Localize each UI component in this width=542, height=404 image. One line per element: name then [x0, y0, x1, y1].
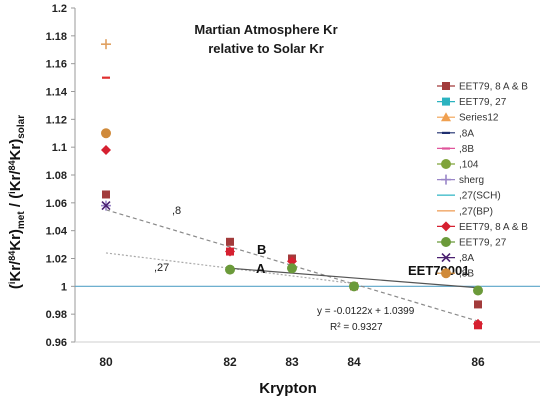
annotation-eet79001: EET79001 [408, 263, 469, 278]
y-tick-label: 1.16 [46, 59, 67, 71]
legend-marker [442, 147, 450, 150]
y-tick-label: 1.1 [52, 142, 67, 154]
legend-marker [441, 112, 451, 122]
legend-item: EET79, 8 A & B [437, 82, 528, 93]
y-tick-label: 1.14 [46, 87, 68, 99]
legend-item: ,104 [437, 159, 479, 171]
x-tick-label: 84 [347, 355, 361, 369]
x-tick-label: 86 [471, 355, 485, 369]
legend-item: sherg [437, 174, 484, 186]
legend-marker [442, 131, 450, 134]
data-point [349, 281, 359, 292]
legend-item: EET79, 8 A & B [437, 221, 528, 233]
data-point [226, 247, 234, 256]
chart-title-line-1: Martian Atmosphere Kr [194, 22, 337, 37]
y-tick-label: 1 [61, 281, 67, 293]
x-axis-label: Krypton [259, 380, 317, 397]
fit-line [229, 267, 479, 289]
legend-marker-b [441, 253, 451, 263]
data-point [474, 300, 482, 309]
y-tick-label: 1.02 [46, 254, 67, 266]
annotation-a: A [256, 261, 266, 276]
y-tick-label: 1.06 [46, 198, 67, 210]
data-point [101, 39, 111, 50]
data-point [101, 144, 111, 155]
legend-label: EET79, 27 [459, 238, 507, 249]
data-point-b [101, 201, 111, 211]
trendline-r2: R² = 0.9327 [330, 322, 383, 333]
data-point [226, 237, 234, 246]
legend-marker [441, 237, 451, 247]
legend-marker [442, 97, 450, 106]
legend-label: ,27(BP) [459, 206, 493, 217]
legend-marker [441, 174, 451, 185]
annotation-8: ,8 [172, 205, 181, 217]
legend-marker [441, 253, 451, 263]
x-tick-label: 80 [99, 355, 113, 369]
legend-label: EET79, 8 A & B [459, 222, 528, 233]
annotation-b: B [257, 242, 266, 257]
data-points [101, 39, 483, 330]
y-tick-label: 0.96 [46, 337, 67, 349]
y-tick-label: 1.08 [46, 170, 67, 182]
legend-label: sherg [459, 175, 484, 186]
tick-labels: 0.96 0.98 1 1.02 1.04 1.06 1.08 1.1 1.12 1.14 1.16… [46, 3, 485, 369]
y-axis-label: (iKr/84Kr)met / (iKr/84Kr)solar [7, 115, 27, 289]
legend-marker [441, 268, 451, 279]
legend-item: EET79, 27 [437, 97, 507, 108]
legend-item: ,8B [437, 268, 474, 280]
chart-title-line-2: relative to Solar Kr [208, 41, 324, 56]
legend-label: EET79, 27 [459, 97, 507, 108]
y-tick-label: 1.2 [52, 3, 67, 15]
legend-label: ,104 [459, 160, 479, 171]
svg-text:(iKr/84Kr)met / (iKr/84Kr)sola: (iKr/84Kr)met / (iKr/84Kr)solar [7, 115, 27, 289]
legend-label: Series12 [459, 113, 499, 124]
annotation-27: ,27 [154, 262, 169, 274]
legend-label: ,8B [459, 144, 474, 155]
legend-marker [442, 82, 450, 90]
legend-label: ,8B [459, 269, 474, 280]
fit-lines [75, 209, 540, 322]
legend-item: EET79, 27 [437, 237, 507, 249]
legend-item: ,8A [437, 253, 474, 264]
data-point [225, 264, 235, 275]
legend-item: ,27(BP) [437, 206, 493, 217]
legend-marker [441, 159, 451, 169]
x-tick-label: 82 [223, 355, 237, 369]
legend-marker [441, 221, 451, 232]
fit-line [105, 209, 479, 322]
y-tick-label: 0.98 [46, 309, 67, 321]
x-tick-label: 83 [285, 355, 299, 369]
data-point [474, 321, 482, 330]
legend: EET79, 8 A & B EET79, 27 Series12 ,8A ,8B ,10… [437, 82, 528, 280]
data-point [102, 76, 110, 79]
y-tick-label: 1.18 [46, 31, 67, 43]
legend-label: ,8A [459, 253, 474, 264]
legend-item: ,8B [437, 144, 474, 155]
legend-label: ,27(SCH) [459, 191, 501, 202]
legend-label: EET79, 8 A & B [459, 82, 528, 93]
legend-label: ,8A [459, 128, 474, 139]
y-tick-label: 1.04 [46, 226, 68, 238]
data-point [473, 285, 483, 296]
trendline-equation: y = -0.0122x + 1.0399 [317, 306, 415, 317]
data-point [101, 201, 111, 211]
data-point [287, 256, 297, 267]
data-point [102, 190, 110, 199]
legend-item: Series12 [437, 112, 499, 124]
data-point [287, 263, 297, 274]
y-tick-label: 1.12 [46, 114, 67, 126]
legend-item: ,27(SCH) [437, 191, 501, 202]
data-point [101, 128, 111, 139]
legend-item: ,8A [437, 128, 474, 139]
